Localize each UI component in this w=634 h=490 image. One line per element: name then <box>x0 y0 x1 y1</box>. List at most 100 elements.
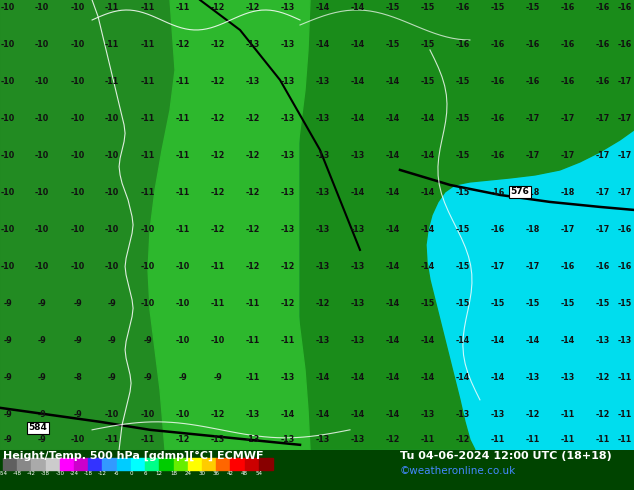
Text: -14: -14 <box>421 373 435 382</box>
Text: -15: -15 <box>456 77 470 86</box>
Text: -16: -16 <box>561 41 575 49</box>
Text: -14: -14 <box>386 299 400 308</box>
Text: -14: -14 <box>421 151 435 160</box>
Text: -15: -15 <box>421 3 435 13</box>
Text: -18: -18 <box>560 189 575 197</box>
Text: -14: -14 <box>316 373 330 382</box>
Text: -10: -10 <box>71 77 85 86</box>
Text: -12: -12 <box>246 262 260 271</box>
Text: -12: -12 <box>456 435 470 444</box>
Text: -14: -14 <box>316 41 330 49</box>
Text: -11: -11 <box>526 435 540 444</box>
Text: -9: -9 <box>4 373 13 382</box>
Bar <box>46 458 60 470</box>
Text: -30: -30 <box>55 471 64 476</box>
Text: -11: -11 <box>246 373 260 382</box>
Text: -18: -18 <box>526 189 540 197</box>
Text: -11: -11 <box>211 262 225 271</box>
Text: -14: -14 <box>456 336 470 345</box>
Text: -13: -13 <box>281 151 295 160</box>
Text: -10: -10 <box>71 225 85 234</box>
Text: -14: -14 <box>316 3 330 13</box>
Text: -14: -14 <box>386 373 400 382</box>
Polygon shape <box>85 0 175 450</box>
Text: -16: -16 <box>618 225 632 234</box>
Text: -9: -9 <box>74 299 82 308</box>
Text: -10: -10 <box>176 410 190 419</box>
Text: -10: -10 <box>35 41 49 49</box>
Text: -9: -9 <box>38 435 46 444</box>
Text: -16: -16 <box>526 41 540 49</box>
Text: -11: -11 <box>491 435 505 444</box>
Text: -10: -10 <box>176 336 190 345</box>
Text: -12: -12 <box>176 435 190 444</box>
Text: -12: -12 <box>526 410 540 419</box>
Text: -13: -13 <box>211 435 225 444</box>
Polygon shape <box>148 0 310 450</box>
Text: -12: -12 <box>246 3 260 13</box>
Text: -15: -15 <box>526 299 540 308</box>
Text: -12: -12 <box>211 151 225 160</box>
Text: -16: -16 <box>456 3 470 13</box>
Text: -13: -13 <box>316 336 330 345</box>
Text: -42: -42 <box>27 471 36 476</box>
Text: -17: -17 <box>618 189 632 197</box>
Text: -17: -17 <box>491 262 505 271</box>
Text: -10: -10 <box>105 262 119 271</box>
Polygon shape <box>315 175 634 450</box>
Text: -15: -15 <box>421 299 435 308</box>
Text: -14: -14 <box>386 77 400 86</box>
Text: -17: -17 <box>526 115 540 123</box>
Text: -15: -15 <box>491 3 505 13</box>
Text: -11: -11 <box>176 115 190 123</box>
Text: -13: -13 <box>246 410 260 419</box>
Text: -14: -14 <box>456 373 470 382</box>
Text: -14: -14 <box>386 336 400 345</box>
Text: -15: -15 <box>618 299 632 308</box>
Text: -17: -17 <box>596 225 610 234</box>
Text: -11: -11 <box>421 435 435 444</box>
Bar <box>145 458 159 470</box>
Text: -13: -13 <box>456 410 470 419</box>
Text: -12: -12 <box>246 225 260 234</box>
Polygon shape <box>150 0 400 450</box>
Text: -15: -15 <box>421 41 435 49</box>
Text: -9: -9 <box>74 336 82 345</box>
Text: -13: -13 <box>246 435 260 444</box>
Polygon shape <box>365 0 634 450</box>
Bar <box>202 458 216 470</box>
Text: -11: -11 <box>246 336 260 345</box>
Bar <box>131 458 145 470</box>
Text: -10: -10 <box>71 115 85 123</box>
Text: -12: -12 <box>596 373 610 382</box>
Bar <box>230 458 245 470</box>
Text: ©weatheronline.co.uk: ©weatheronline.co.uk <box>400 466 516 476</box>
Text: -13: -13 <box>351 435 365 444</box>
Text: -11: -11 <box>596 435 610 444</box>
Text: -18: -18 <box>526 225 540 234</box>
Text: -16: -16 <box>596 3 610 13</box>
Text: -9: -9 <box>38 336 46 345</box>
Text: -14: -14 <box>421 225 435 234</box>
Text: -13: -13 <box>351 336 365 345</box>
Text: -10: -10 <box>35 115 49 123</box>
Text: -9: -9 <box>74 410 82 419</box>
Bar <box>32 458 46 470</box>
Text: -14: -14 <box>351 373 365 382</box>
Text: -10: -10 <box>141 225 155 234</box>
Text: -13: -13 <box>246 77 260 86</box>
Text: -13: -13 <box>281 435 295 444</box>
Text: -10: -10 <box>71 41 85 49</box>
Text: -16: -16 <box>561 3 575 13</box>
Text: -17: -17 <box>561 115 575 123</box>
Text: -14: -14 <box>386 225 400 234</box>
Text: -12: -12 <box>211 410 225 419</box>
Text: 30: 30 <box>198 471 205 476</box>
Text: -14: -14 <box>421 115 435 123</box>
Text: -11: -11 <box>141 189 155 197</box>
Text: -9: -9 <box>4 299 13 308</box>
Text: -12: -12 <box>98 471 107 476</box>
Text: -10: -10 <box>1 262 15 271</box>
Bar <box>245 458 259 470</box>
Text: -13: -13 <box>316 77 330 86</box>
